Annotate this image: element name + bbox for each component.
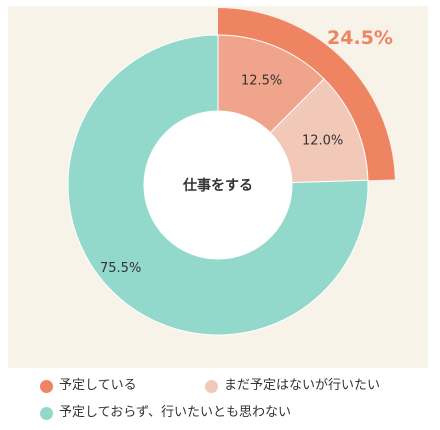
- slice-value-label: 12.0%: [302, 134, 343, 149]
- legend-item-want-to: まだ予定はないが行いたい: [205, 378, 380, 394]
- slice-value-label: 12.5%: [241, 74, 282, 89]
- legend-swatch: [40, 406, 53, 420]
- outer-arc-value-label: 24.5%: [327, 27, 393, 49]
- donut-hole: [144, 111, 292, 259]
- slice-value-label: 75.5%: [100, 261, 141, 276]
- center-label: 仕事をする: [182, 177, 253, 194]
- legend-swatch: [205, 379, 218, 393]
- legend-item-not-planned: 予定しておらず、行いたいとも思わない: [40, 405, 291, 421]
- legend-item-planned: 予定している: [40, 378, 137, 394]
- legend-label: まだ予定はないが行いたい: [224, 378, 381, 393]
- legend-swatch: [40, 379, 53, 393]
- legend-label: 予定している: [59, 378, 137, 393]
- legend-label: 予定しておらず、行いたいとも思わない: [59, 405, 292, 420]
